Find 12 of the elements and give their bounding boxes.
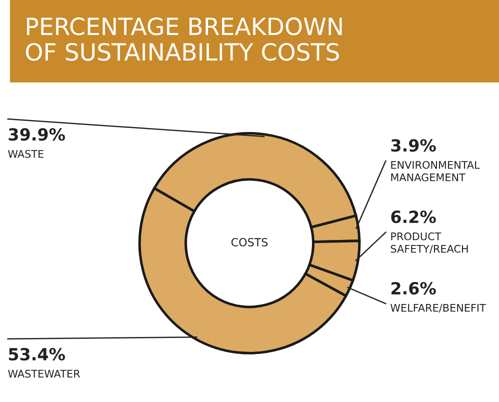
data-label: 53.4% (8, 348, 65, 361)
chart-title: PERCENTAGE BREAKDOWN OF SUSTAINABILITY COSTS (26, 17, 342, 61)
slice-label: PRODUCT SAFETY/REACH (390, 232, 468, 254)
slice-label: WASTE (8, 150, 44, 158)
data-label: 6.2% (391, 210, 436, 224)
slice-label: ENVIRONMENTAL MANAGEMENT (391, 160, 480, 182)
data-label: 39.9% (8, 128, 65, 141)
slice-label: WASTEWATER (8, 370, 80, 378)
data-label: 2.6% (392, 282, 436, 295)
data-label: 3.9% (391, 139, 436, 152)
slice-label: WELFARE/BENEFIT (390, 304, 486, 313)
text: COSTS (231, 238, 268, 246)
